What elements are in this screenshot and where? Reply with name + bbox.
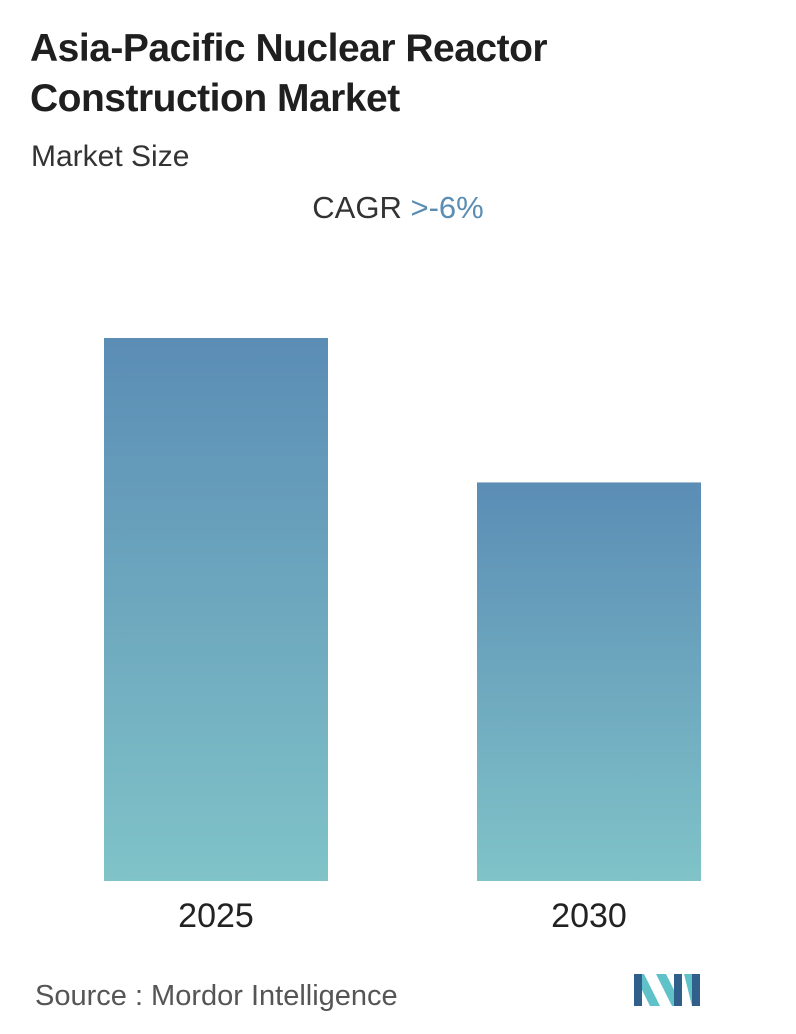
x-tick-label-2030: 2030 bbox=[551, 897, 627, 935]
source-note: Source : Mordor Intelligence bbox=[35, 980, 398, 1012]
cagr-label: CAGR bbox=[312, 190, 402, 225]
bar-2030 bbox=[477, 482, 701, 881]
mordor-intelligence-logo-icon bbox=[634, 974, 700, 1006]
cagr-annotation: CAGR >-6% bbox=[0, 188, 796, 228]
bar-2025 bbox=[104, 338, 328, 881]
x-tick-label-2025: 2025 bbox=[178, 897, 254, 935]
x-tick-labels: 2025 2030 bbox=[178, 897, 627, 935]
chart-subtitle: Market Size bbox=[31, 140, 190, 173]
cagr-value: >-6% bbox=[410, 190, 484, 225]
chart-title: Asia-Pacific Nuclear Reactor Constructio… bbox=[30, 27, 548, 120]
bars-group bbox=[104, 338, 701, 881]
